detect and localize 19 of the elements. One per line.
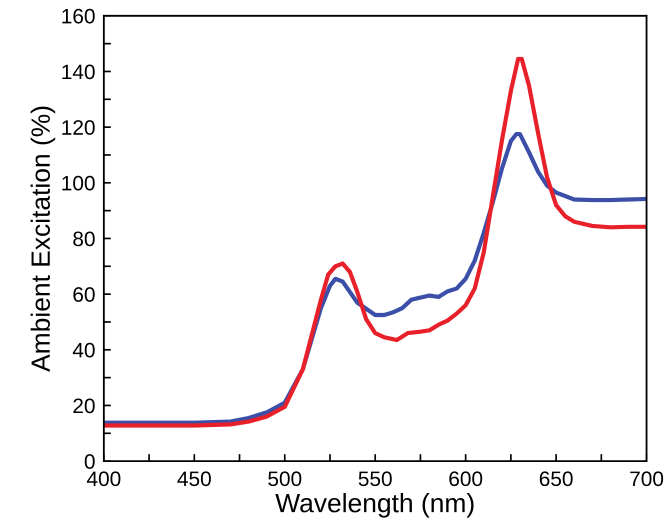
x-axis-title: Wavelength (nm) (275, 493, 474, 518)
x-tick-label: 550 (358, 471, 392, 486)
x-tick-label: 500 (268, 471, 302, 486)
y-tick-label: 140 (62, 64, 95, 80)
y-tick-label: 20 (73, 398, 95, 414)
x-tick-label: 450 (177, 471, 211, 486)
x-tick-label: 700 (630, 471, 664, 486)
y-tick-label: 160 (62, 8, 95, 24)
y-tick-label: 80 (73, 231, 95, 246)
line-series (104, 56, 647, 428)
y-tick-label: 40 (72, 342, 95, 358)
y-tick-label: 60 (73, 287, 95, 302)
y-axis-title: Ambient Excitation (%) (30, 106, 56, 372)
x-tick-label: 400 (86, 471, 120, 486)
x-tick-label: 600 (449, 471, 482, 486)
y-tick-label: 120 (62, 120, 95, 135)
y-tick-label: 100 (62, 176, 95, 191)
y-tick-label: 0 (84, 454, 95, 469)
x-tick-label: 650 (540, 471, 573, 486)
